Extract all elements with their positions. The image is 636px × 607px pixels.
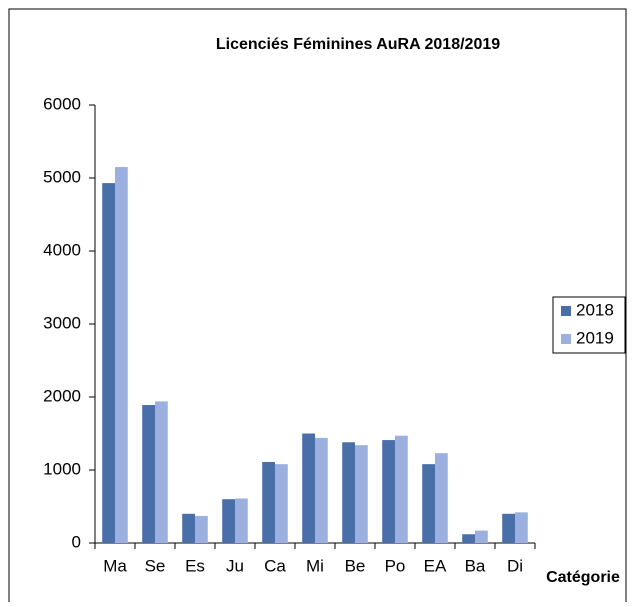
x-tick-label: Ba bbox=[465, 556, 486, 575]
bar bbox=[435, 453, 448, 543]
y-tick-label: 1000 bbox=[43, 459, 81, 478]
x-tick-label: Ma bbox=[103, 556, 127, 575]
y-tick-label: 4000 bbox=[43, 240, 81, 259]
bar bbox=[195, 515, 208, 543]
x-tick-label: Di bbox=[507, 556, 523, 575]
bar bbox=[142, 405, 155, 543]
bar bbox=[355, 445, 368, 543]
bar bbox=[262, 461, 275, 543]
x-tick-label: Po bbox=[385, 556, 406, 575]
y-tick-label: 0 bbox=[72, 532, 81, 551]
x-tick-label: Be bbox=[345, 556, 366, 575]
y-tick-label: 2000 bbox=[43, 386, 81, 405]
bar bbox=[342, 442, 355, 543]
x-tick-label: EA bbox=[424, 556, 447, 575]
legend-swatch bbox=[561, 306, 571, 316]
x-tick-label: Ju bbox=[226, 556, 244, 575]
bar bbox=[155, 401, 168, 543]
bar bbox=[475, 530, 488, 543]
bar bbox=[115, 167, 128, 544]
bar bbox=[315, 437, 328, 543]
x-tick-label: Es bbox=[185, 556, 205, 575]
bar bbox=[382, 440, 395, 543]
legend-swatch bbox=[561, 334, 571, 344]
bar bbox=[182, 513, 195, 543]
bar bbox=[302, 433, 315, 543]
legend-label: 2019 bbox=[576, 328, 614, 347]
x-tick-label: Ca bbox=[264, 556, 286, 575]
y-tick-label: 5000 bbox=[43, 167, 81, 186]
chart-title: Licenciés Féminines AuRA 2018/2019 bbox=[216, 36, 500, 53]
legend-label: 2018 bbox=[576, 300, 614, 319]
x-axis-label: Catégorie bbox=[546, 569, 620, 586]
y-tick-label: 3000 bbox=[43, 313, 81, 332]
bar bbox=[222, 499, 235, 543]
bar bbox=[422, 464, 435, 543]
x-tick-label: Se bbox=[145, 556, 166, 575]
bar bbox=[102, 183, 115, 544]
bar bbox=[395, 435, 408, 543]
y-tick-label: 6000 bbox=[43, 94, 81, 113]
bar bbox=[502, 513, 515, 543]
bar bbox=[515, 512, 528, 543]
bar bbox=[235, 498, 248, 543]
bar bbox=[462, 534, 475, 543]
bar bbox=[275, 464, 288, 543]
x-tick-label: Mi bbox=[306, 556, 324, 575]
